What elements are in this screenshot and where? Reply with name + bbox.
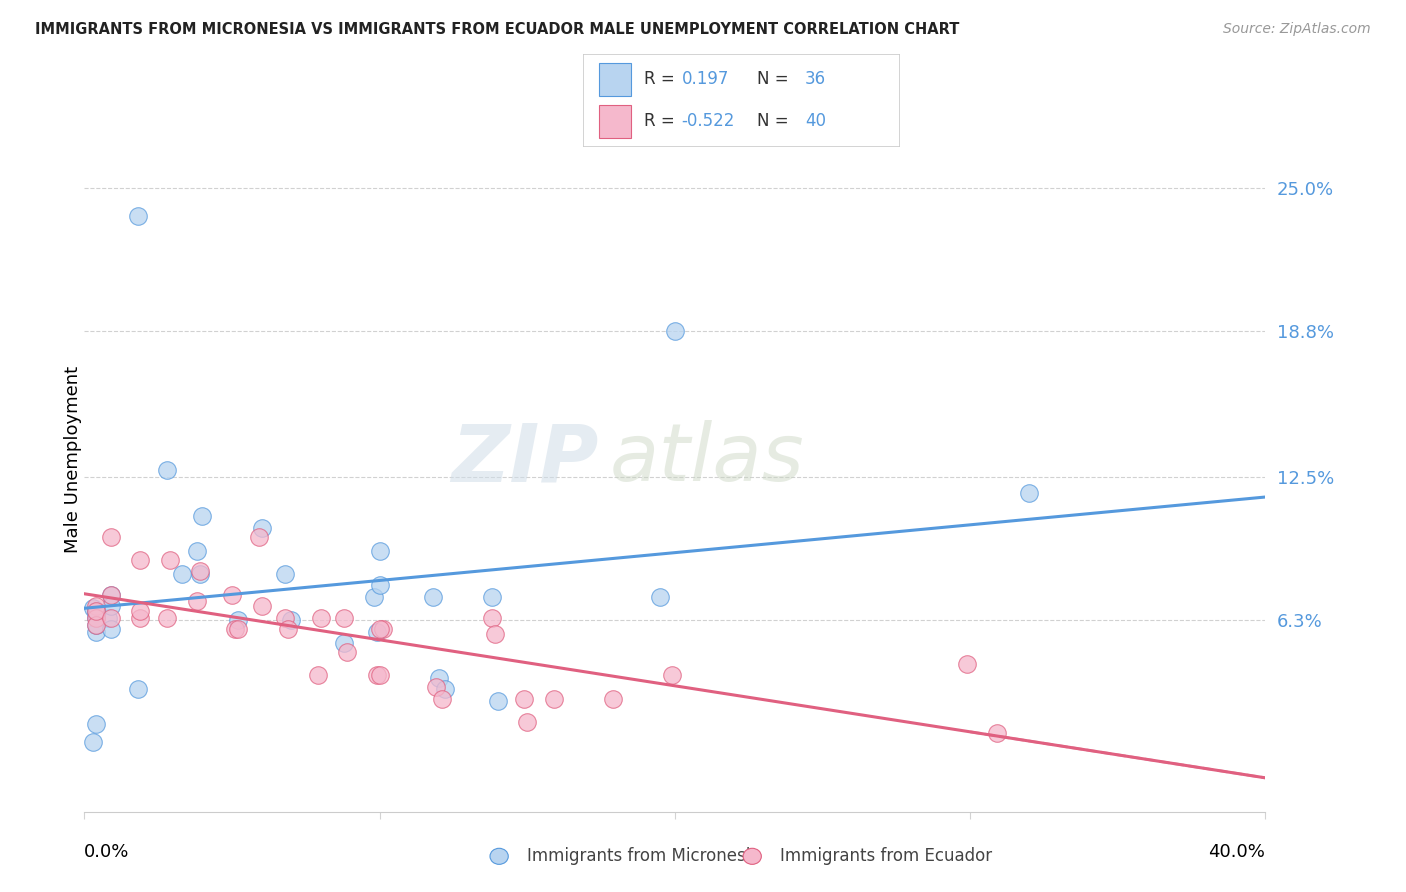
- Point: [100, 530, 122, 544]
- Point: [226, 622, 249, 636]
- Text: Source: ZipAtlas.com: Source: ZipAtlas.com: [1223, 22, 1371, 37]
- Point: [307, 668, 329, 682]
- Point: [82, 735, 104, 749]
- Point: [84, 610, 107, 624]
- Point: [1018, 486, 1040, 500]
- Point: [84, 604, 107, 618]
- FancyBboxPatch shape: [599, 105, 631, 138]
- Text: R =: R =: [644, 112, 679, 130]
- Point: [100, 588, 122, 602]
- Point: [371, 622, 394, 636]
- Point: [84, 617, 107, 632]
- Point: [188, 565, 211, 579]
- Point: [602, 691, 624, 706]
- Point: [484, 627, 506, 641]
- Point: [368, 668, 391, 682]
- Point: [309, 610, 332, 624]
- Point: [513, 691, 536, 706]
- Point: [84, 604, 107, 618]
- Point: [84, 606, 107, 620]
- Point: [97, 610, 120, 624]
- Point: [127, 682, 149, 697]
- Point: [186, 594, 208, 608]
- Point: [191, 508, 214, 523]
- Y-axis label: Male Unemployment: Male Unemployment: [65, 366, 82, 553]
- Point: [170, 566, 193, 581]
- Point: [333, 610, 356, 624]
- Point: [274, 610, 297, 624]
- Text: -0.522: -0.522: [682, 112, 735, 130]
- Point: [481, 590, 503, 604]
- Point: [430, 691, 453, 706]
- Point: [368, 578, 391, 592]
- Point: [368, 622, 391, 636]
- Text: ZIP: ZIP: [451, 420, 598, 499]
- Point: [188, 566, 211, 581]
- Point: [516, 714, 538, 729]
- Point: [159, 553, 181, 567]
- Point: [277, 622, 299, 636]
- Point: [648, 590, 672, 604]
- Text: 40.0%: 40.0%: [1209, 843, 1265, 861]
- Text: 0.197: 0.197: [682, 70, 728, 88]
- Point: [84, 617, 107, 632]
- Point: [156, 610, 179, 624]
- Point: [250, 599, 273, 613]
- Point: [84, 624, 107, 639]
- Point: [280, 613, 302, 627]
- Point: [156, 463, 179, 477]
- Point: [481, 610, 503, 624]
- Point: [986, 726, 1008, 740]
- Text: N =: N =: [758, 70, 794, 88]
- Point: [433, 682, 456, 697]
- Text: IMMIGRANTS FROM MICRONESIA VS IMMIGRANTS FROM ECUADOR MALE UNEMPLOYMENT CORRELAT: IMMIGRANTS FROM MICRONESIA VS IMMIGRANTS…: [35, 22, 959, 37]
- Point: [224, 622, 246, 636]
- Point: [84, 610, 107, 624]
- Point: [486, 694, 509, 708]
- Text: Immigrants from Ecuador: Immigrants from Ecuador: [780, 847, 993, 865]
- Point: [422, 590, 444, 604]
- Point: [186, 543, 208, 558]
- Point: [661, 668, 683, 682]
- Point: [82, 601, 104, 615]
- Point: [333, 636, 356, 650]
- Point: [368, 543, 391, 558]
- Point: [543, 691, 565, 706]
- Text: 0.0%: 0.0%: [84, 843, 129, 861]
- Point: [247, 530, 270, 544]
- FancyBboxPatch shape: [599, 63, 631, 95]
- Point: [127, 209, 149, 223]
- Point: [221, 588, 243, 602]
- Point: [664, 324, 686, 338]
- Text: 40: 40: [804, 112, 825, 130]
- Text: R =: R =: [644, 70, 679, 88]
- Point: [956, 657, 979, 671]
- Text: N =: N =: [758, 112, 794, 130]
- Point: [425, 680, 447, 694]
- Point: [100, 622, 122, 636]
- Point: [129, 610, 152, 624]
- Point: [129, 553, 152, 567]
- Point: [427, 671, 450, 685]
- Point: [100, 588, 122, 602]
- Point: [100, 610, 122, 624]
- Point: [336, 645, 359, 659]
- Point: [84, 599, 107, 613]
- FancyBboxPatch shape: [583, 54, 900, 147]
- Text: 36: 36: [804, 70, 827, 88]
- Point: [226, 613, 249, 627]
- Point: [366, 624, 388, 639]
- Point: [363, 590, 385, 604]
- Point: [250, 520, 273, 534]
- Text: atlas: atlas: [610, 420, 804, 499]
- Text: Immigrants from Micronesia: Immigrants from Micronesia: [527, 847, 761, 865]
- Point: [100, 599, 122, 613]
- Point: [129, 604, 152, 618]
- Point: [274, 566, 297, 581]
- Point: [366, 668, 388, 682]
- Point: [84, 717, 107, 731]
